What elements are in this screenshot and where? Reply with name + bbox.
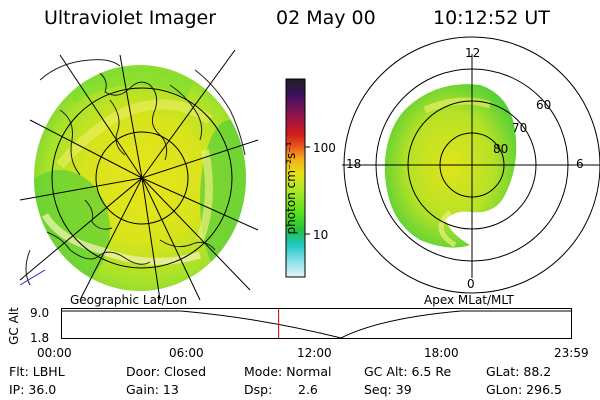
geographic-caption: Geographic Lat/Lon xyxy=(70,293,188,307)
mode-field: Mode: Normal xyxy=(244,364,332,379)
time-tick-1: 06:00 xyxy=(169,346,204,360)
seq-field: Seq: 39 xyxy=(364,382,412,397)
colorbar xyxy=(285,78,310,278)
time-tick-0: 00:00 xyxy=(37,346,72,360)
door-field: Door: Closed xyxy=(126,364,207,379)
gc-alt-field: GC Alt: 6.5 Re xyxy=(364,364,452,379)
apex-caption: Apex MLat/MLT xyxy=(424,293,514,307)
mlt-label-18: 18 xyxy=(346,157,362,171)
filter-field: Flt: LBHL xyxy=(9,364,65,379)
mlt-label-12: 12 xyxy=(465,46,481,60)
time-tick-4: 23:59 xyxy=(554,346,589,360)
glon-field: GLon: 296.5 xyxy=(486,382,562,397)
dsp-value: 2.6 xyxy=(298,382,318,397)
colorbar-tick-10: 10 xyxy=(313,228,329,242)
mlt-label-0: 0 xyxy=(467,277,475,291)
gain-field: Gain: 13 xyxy=(126,382,179,397)
timeline-ylabel-high: 9.0 xyxy=(30,306,50,320)
timeline-ylabel-low: 1.8 xyxy=(30,331,50,345)
timeline-axis-title: GC Alt xyxy=(7,307,21,345)
timeline-plot xyxy=(61,308,572,339)
colorbar-tick-100: 100 xyxy=(313,141,336,155)
time-tick-2: 12:00 xyxy=(297,346,332,360)
mlt-label-6: 6 xyxy=(576,157,584,171)
mlat-label-70: 70 xyxy=(512,121,528,135)
instrument-title: Ultraviolet Imager xyxy=(44,7,217,29)
glat-field: GLat: 88.2 xyxy=(486,364,552,379)
mlat-label-80: 80 xyxy=(493,142,509,156)
mlat-label-60: 60 xyxy=(536,98,552,112)
time-label: 10:12:52 UT xyxy=(433,7,550,29)
time-tick-3: 18:00 xyxy=(424,346,459,360)
date-label: 02 May 00 xyxy=(276,7,376,29)
dsp-label: Dsp: xyxy=(244,382,273,397)
ip-field: IP: 36.0 xyxy=(9,382,57,397)
